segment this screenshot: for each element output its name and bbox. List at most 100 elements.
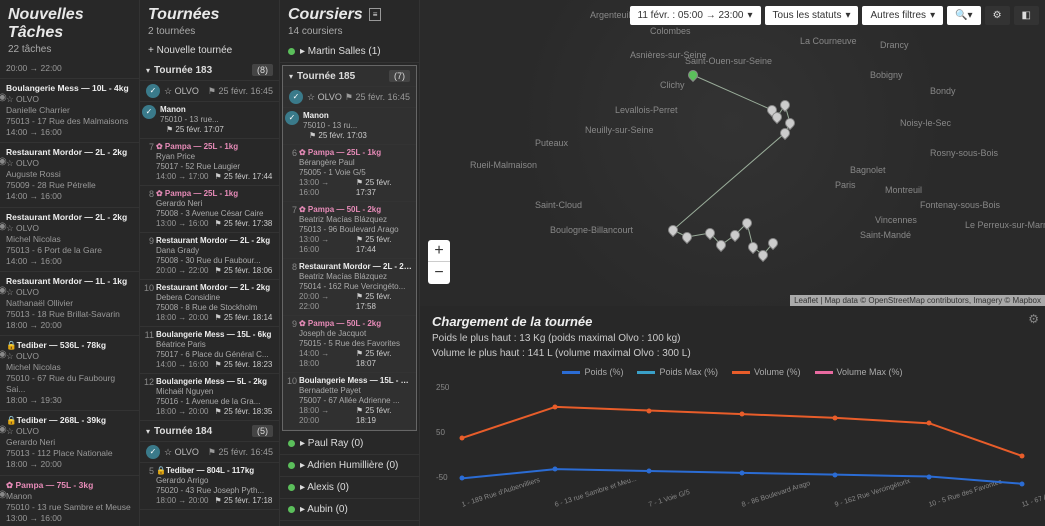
tour-stop[interactable]: 8✿ Pampa — 25L - 1kgGerardo Neri75008 - …	[140, 186, 279, 233]
tour-stop[interactable]: 9Restaurant Mordor — 2L - 2kgDana Grady7…	[140, 233, 279, 280]
map-pin[interactable]	[686, 68, 700, 82]
map-label: Fontenay-sous-Bois	[920, 200, 1000, 210]
task-item[interactable]: ◉Restaurant Mordor — 1L - 1kg☆ OLVONatha…	[0, 272, 139, 336]
map-label: Bagnolet	[850, 165, 886, 175]
task-item[interactable]: ◉Restaurant Mordor — 2L - 2kg☆ OLVOMiche…	[0, 208, 139, 272]
new-tasks-column: K Nouvelles Tâches 22 tâches 20:00 → 22:…	[0, 0, 140, 526]
col2-title: Tournées	[148, 6, 271, 24]
layers-button[interactable]: ◧	[1014, 6, 1039, 25]
map-label: Argenteuil	[590, 10, 631, 20]
pin-icon: ◉	[0, 284, 7, 297]
zoom-out[interactable]: −	[428, 262, 450, 284]
couriers-column: Coursiers≡ 14 coursiers ▸ Martin Salles …	[280, 0, 420, 526]
pin-icon: ◉	[0, 488, 7, 501]
map-label: Saint-Mandé	[860, 230, 911, 240]
map-label: Le Perreux-sur-Marne	[965, 220, 1045, 230]
map-label: Colombes	[650, 26, 691, 36]
map-pin[interactable]	[714, 238, 728, 252]
chart-volume-line: Volume le plus haut : 141 L (volume maxi…	[432, 348, 1033, 359]
tours-column: K Tournées 2 tournées + Nouvelle tournée…	[140, 0, 280, 526]
olvo-row: ✓☆ OLVO⚑ 25 févr. 16:45	[283, 87, 416, 108]
settings-button[interactable]: ⚙	[985, 6, 1010, 25]
new-tour-button[interactable]: + Nouvelle tournée	[140, 41, 279, 60]
pin-icon: ◉	[0, 220, 7, 233]
map-pin[interactable]	[740, 216, 754, 230]
map-label: Clichy	[660, 80, 685, 90]
tour-stop[interactable]: 7✿ Pampa — 50L - 2kgBeatriz Macías Blázq…	[283, 202, 416, 259]
map-pin[interactable]	[680, 230, 694, 244]
tour-stop[interactable]: 6✿ Pampa — 25L - 1kgBérangère Paul75005 …	[283, 145, 416, 202]
tour-stop[interactable]: ✓Manon75010 - 13 rue...⚑ 25 févr. 17:07	[140, 102, 279, 139]
chart-weight-line: Poids le plus haut : 13 Kg (poids maxima…	[432, 333, 1033, 344]
courier-item[interactable]: ▸ Martin Salles (1)	[280, 41, 419, 63]
courier-item[interactable]: ▸ Aubin (0)	[280, 499, 419, 521]
map-label: Boulogne-Billancourt	[550, 225, 633, 235]
chart-panel: ⚙ Chargement de la tournée Poids le plus…	[420, 306, 1045, 526]
map-label: Rueil-Malmaison	[470, 160, 537, 170]
map-label: Vincennes	[875, 215, 917, 225]
tour-stop[interactable]: 8Restaurant Mordor — 2L - 2kgBeatriz Mac…	[283, 259, 416, 316]
courier-item[interactable]: ▸ Alexis (0)	[280, 477, 419, 499]
tour-stop[interactable]: ✓Manon75010 - 13 ru...⚑ 25 févr. 17:03	[283, 108, 416, 145]
chart-settings-icon[interactable]: ⚙	[1028, 312, 1039, 326]
col3-sub: 14 coursiers	[288, 26, 411, 37]
pin-icon: ◉	[0, 91, 7, 104]
tour-stop[interactable]: 11Boulangerie Mess — 15L - 6kgBéatrice P…	[140, 327, 279, 374]
date-filter[interactable]: 11 févr. : 05:00 → 23:00▾	[630, 6, 761, 25]
olvo-row: ✓☆ OLVO⚑ 25 févr. 16:45	[140, 442, 279, 463]
zoom-in[interactable]: +	[428, 240, 450, 262]
other-filters[interactable]: Autres filtres▾	[862, 6, 943, 25]
col1-sub: 22 tâches	[8, 44, 131, 55]
list-icon[interactable]: ≡	[369, 8, 382, 21]
active-tour-header[interactable]: ▾Tournée 185(7)	[283, 66, 416, 87]
tour-stop[interactable]: 10Boulangerie Mess — 15L - 6kgBernadette…	[283, 373, 416, 430]
task-item[interactable]: ◉✿ Pampa — 75L - 3kgManon75010 - 13 rue …	[0, 476, 139, 526]
map-label: Bobigny	[870, 70, 903, 80]
chart-title: Chargement de la tournée	[432, 314, 1033, 329]
map-label: Neuilly-sur-Seine	[585, 125, 654, 135]
task-item[interactable]: ◉🔒Tediber — 268L - 39kg☆ OLVOGerardo Ner…	[0, 411, 139, 475]
map-pin[interactable]	[778, 98, 792, 112]
map-label: Puteaux	[535, 138, 568, 148]
map-label: Levallois-Perret	[615, 105, 678, 115]
courier-item[interactable]: ▸ Adrien Humillière (0)	[280, 455, 419, 477]
pin-icon: ◉	[0, 348, 7, 361]
map-pin[interactable]	[756, 248, 770, 262]
zoom-control: + −	[428, 240, 450, 284]
map[interactable]: 11 févr. : 05:00 → 23:00▾ Tous les statu…	[420, 0, 1045, 306]
task-item[interactable]: ◉Boulangerie Mess — 10L - 4kg☆ OLVODanie…	[0, 79, 139, 143]
courier-item[interactable]: ▸ Paul Ray (0)	[280, 433, 419, 455]
tour-stop[interactable]: 12Boulangerie Mess — 5L - 2kgMichaël Ngu…	[140, 374, 279, 421]
map-pin[interactable]	[666, 223, 680, 237]
map-pin[interactable]	[728, 228, 742, 242]
map-label: Bondy	[930, 86, 956, 96]
tour-stop[interactable]: 9✿ Pampa — 50L - 2kgJoseph de Jacquot750…	[283, 316, 416, 373]
load-chart: 25050-501 - 189 Rue d'Aubervilliers6 - 1…	[462, 383, 1023, 493]
map-pin[interactable]	[703, 226, 717, 240]
task-item[interactable]: 20:00 → 22:00	[0, 59, 139, 79]
map-label: Drancy	[880, 40, 909, 50]
main-panel: 11 févr. : 05:00 → 23:00▾ Tous les statu…	[420, 0, 1045, 526]
tour-stop[interactable]: 5🔒Tediber — 804L - 117kgGerardo Arrigo75…	[140, 463, 279, 510]
task-item[interactable]: ◉🔒Tediber — 536L - 78kg☆ OLVOMichel Nico…	[0, 336, 139, 411]
task-item[interactable]: ◉Restaurant Mordor — 2L - 2kg☆ OLVOAugus…	[0, 143, 139, 207]
map-label: La Courneuve	[800, 36, 857, 46]
col2-sub: 2 tournées	[148, 26, 271, 37]
map-pin[interactable]	[766, 236, 780, 250]
col1-title: Nouvelles Tâches	[8, 6, 131, 42]
map-label: Saint-Cloud	[535, 200, 582, 210]
map-label: Paris	[835, 180, 856, 190]
search-button[interactable]: 🔍▾	[947, 6, 980, 25]
map-label: Noisy-le-Sec	[900, 118, 951, 128]
map-label: Rosny-sous-Bois	[930, 148, 998, 158]
chart-legend: Poids (%) Poids Max (%) Volume (%) Volum…	[432, 367, 1033, 377]
tour-stop[interactable]: 7✿ Pampa — 25L - 1kgRyan Price75017 - 52…	[140, 139, 279, 186]
map-attribution: Leaflet | Map data © OpenStreetMap contr…	[790, 295, 1045, 306]
status-filter[interactable]: Tous les statuts▾	[765, 6, 859, 25]
tour-header[interactable]: ▾Tournée 184(5)	[140, 421, 279, 442]
map-label: Saint-Ouen-sur-Seine	[685, 56, 772, 66]
tour-header[interactable]: ▾Tournée 183(8)	[140, 60, 279, 81]
courier-item[interactable]: ▸ Martin Molzlau (0)	[280, 521, 419, 526]
pin-icon: ◉	[0, 423, 7, 436]
tour-stop[interactable]: 10Restaurant Mordor — 2L - 2kgDebera Con…	[140, 280, 279, 327]
